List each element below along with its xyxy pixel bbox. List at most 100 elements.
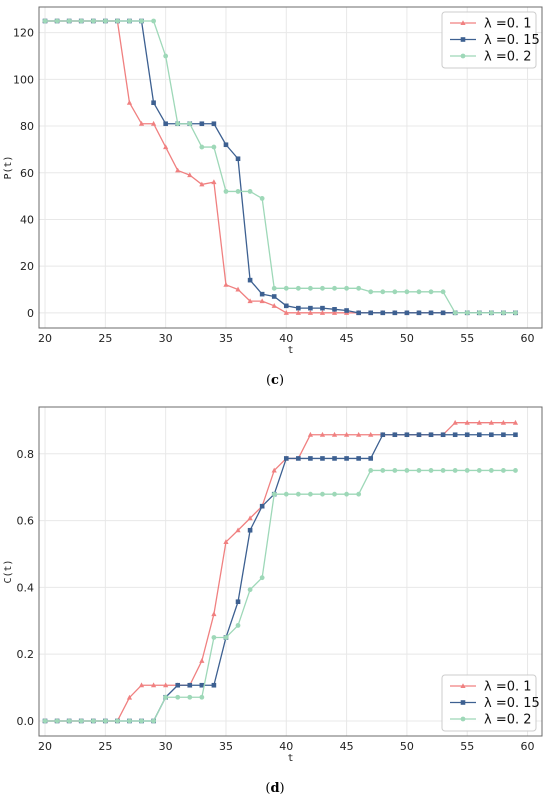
- data-point: [416, 432, 422, 438]
- data-point: [42, 718, 48, 724]
- data-point: [163, 694, 169, 700]
- data-point: [126, 694, 133, 700]
- data-point: [308, 491, 313, 497]
- legend-marker: [460, 716, 466, 722]
- data-point: [331, 310, 338, 315]
- data-point: [488, 419, 494, 425]
- data-point: [488, 310, 494, 316]
- data-point: [501, 468, 506, 473]
- data-point: [211, 682, 217, 688]
- data-point: [368, 431, 374, 437]
- legend-marker: [460, 700, 466, 705]
- data-point: [356, 310, 361, 316]
- series-2: [42, 468, 518, 724]
- y-tick-label: 0.8: [17, 448, 35, 461]
- data-point: [259, 291, 265, 297]
- legend: λ =0. 1λ =0. 15 λ =0. 2: [441, 674, 540, 732]
- data-point: [344, 491, 349, 497]
- data-point: [235, 623, 241, 628]
- data-point: [501, 432, 506, 438]
- data-point: [259, 196, 265, 201]
- data-point: [199, 181, 205, 187]
- caption-close: ): [279, 373, 284, 388]
- data-point: [175, 167, 181, 173]
- data-point: [404, 432, 410, 438]
- x-tick-label: 35: [219, 740, 233, 753]
- x-tick-label: 30: [159, 332, 173, 345]
- data-point: [332, 307, 337, 312]
- data-point: [464, 419, 470, 425]
- data-point: [464, 432, 470, 438]
- x-tick-label: 40: [279, 740, 293, 753]
- data-point: [138, 120, 145, 126]
- data-point: [187, 172, 193, 178]
- data-point: [126, 99, 133, 105]
- data-point: [489, 432, 494, 438]
- data-point: [380, 289, 386, 295]
- data-point: [404, 289, 410, 295]
- x-tick-label: 55: [460, 332, 474, 345]
- data-point: [151, 100, 156, 106]
- data-point: [476, 432, 482, 438]
- data-point: [320, 491, 325, 497]
- data-point: [247, 587, 253, 593]
- data-point: [416, 289, 422, 295]
- data-point: [428, 468, 434, 473]
- legend-marker: [460, 53, 466, 59]
- y-axis-label: P(t): [3, 155, 14, 179]
- data-point: [308, 285, 313, 291]
- data-point: [356, 456, 361, 461]
- data-point: [283, 303, 289, 309]
- data-point: [332, 456, 337, 461]
- data-point: [187, 694, 193, 700]
- data-point: [404, 310, 410, 316]
- data-point: [512, 419, 519, 425]
- data-point: [296, 305, 301, 311]
- data-point: [296, 456, 301, 461]
- data-point: [440, 310, 446, 316]
- data-point: [271, 467, 277, 473]
- data-point: [139, 18, 144, 24]
- data-point: [163, 682, 169, 688]
- data-point: [308, 305, 313, 311]
- y-tick-label: 20: [20, 260, 34, 273]
- data-point: [319, 310, 326, 315]
- data-point: [392, 432, 398, 438]
- y-tick-label: 0.2: [17, 648, 35, 661]
- data-point: [54, 18, 60, 24]
- data-point: [211, 611, 217, 617]
- data-point: [211, 179, 217, 185]
- x-tick-label: 50: [400, 740, 414, 753]
- x-tick-label: 30: [159, 740, 173, 753]
- caption-letter: d: [270, 781, 279, 796]
- data-point: [368, 468, 374, 473]
- data-point: [344, 456, 349, 461]
- y-tick-label: 0.4: [17, 581, 35, 594]
- data-point: [151, 18, 156, 24]
- data-point: [440, 468, 446, 473]
- x-tick-label: 60: [521, 332, 535, 345]
- gridlines: [39, 407, 542, 736]
- caption-letter: c: [271, 373, 279, 388]
- data-point: [380, 468, 386, 473]
- data-point: [368, 456, 374, 461]
- data-point: [102, 18, 108, 24]
- data-point: [223, 635, 229, 640]
- data-point: [452, 432, 458, 438]
- data-point: [247, 277, 253, 283]
- x-tick-label: 25: [98, 332, 112, 345]
- data-point: [211, 144, 217, 150]
- data-point: [513, 468, 518, 473]
- data-point: [175, 694, 181, 700]
- data-point: [199, 682, 205, 688]
- data-point: [428, 432, 434, 438]
- y-tick-label: 80: [20, 120, 34, 133]
- data-point: [476, 468, 482, 473]
- data-point: [332, 491, 337, 497]
- caption-open: (: [266, 373, 271, 388]
- x-axis-label: t: [287, 753, 293, 764]
- x-tick-label: 55: [460, 740, 474, 753]
- data-point: [54, 718, 60, 724]
- x-tick-label: 45: [340, 332, 354, 345]
- legend-label: λ =0. 15: [484, 696, 540, 711]
